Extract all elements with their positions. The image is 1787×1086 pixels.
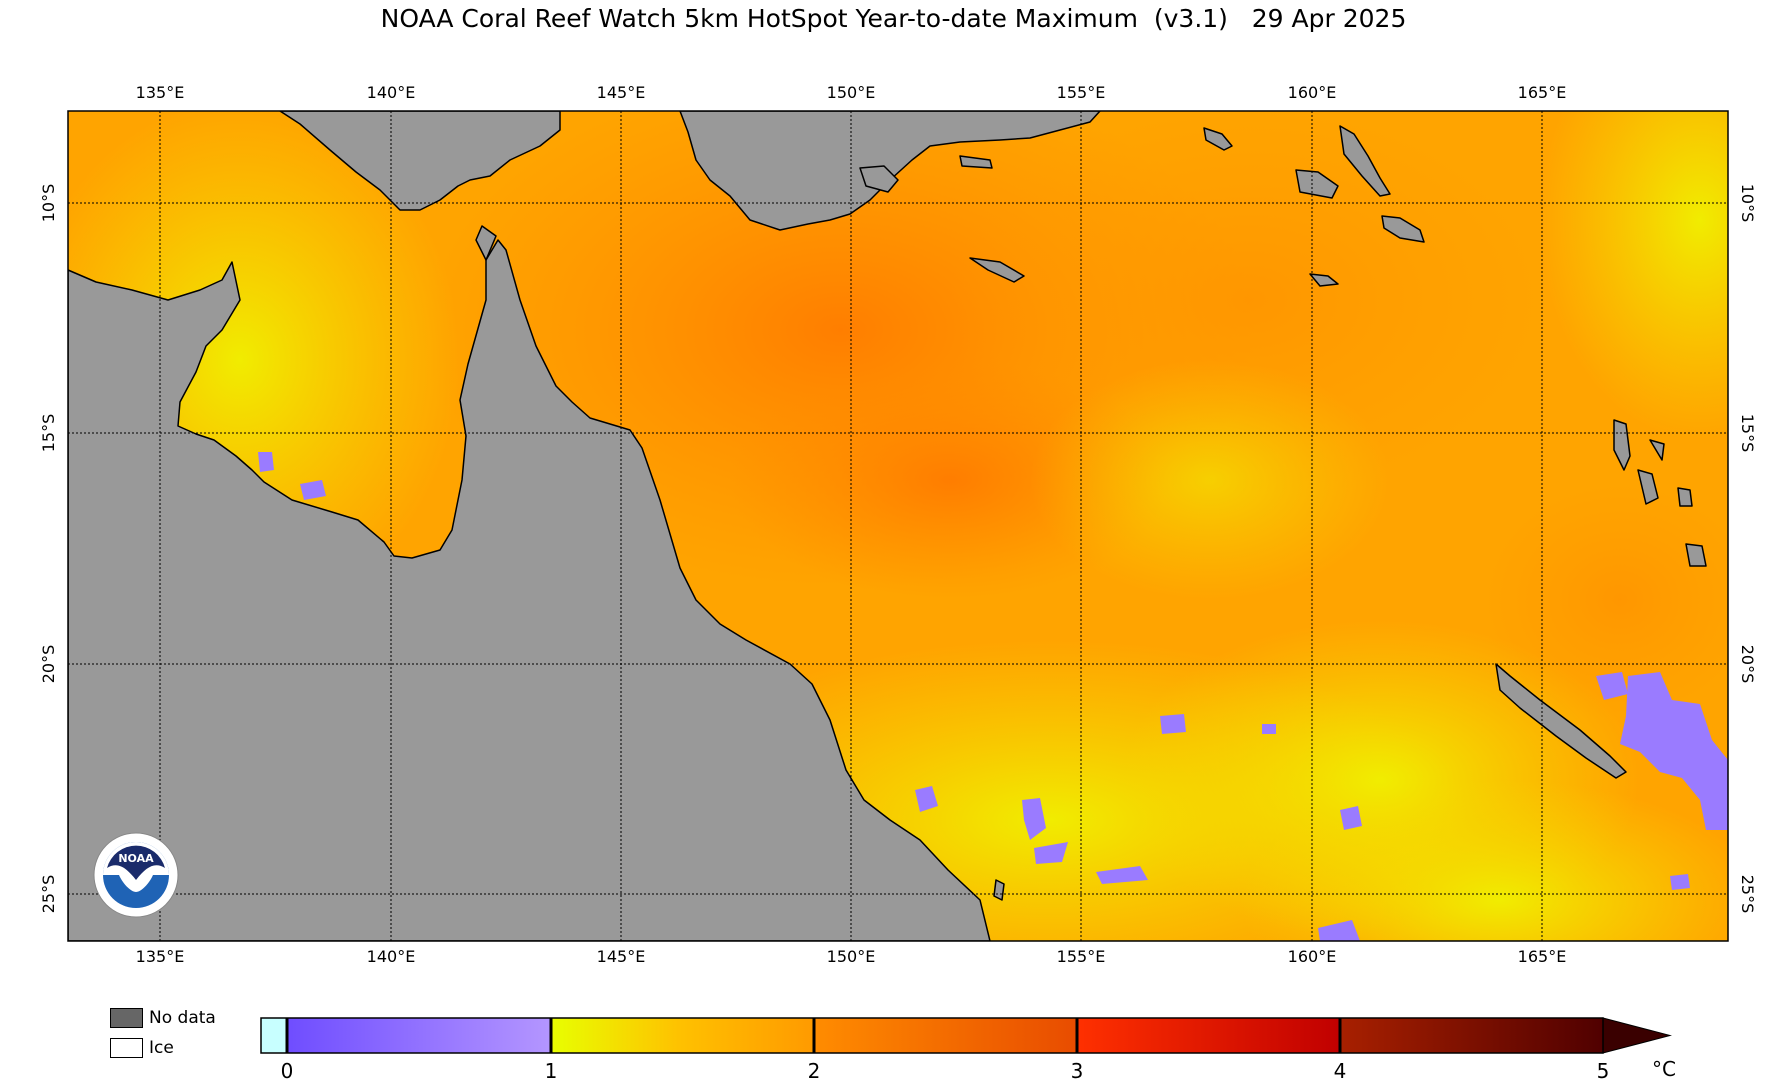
noaa-logo-text: NOAA: [118, 852, 154, 865]
lon-label: 165°E: [1518, 947, 1567, 966]
legend-ice: Ice: [110, 1038, 174, 1058]
legend-no-data-label: No data: [149, 1008, 216, 1028]
legend-ice-label: Ice: [149, 1038, 174, 1058]
lon-label: 145°E: [597, 83, 646, 102]
colorbar-tick-label: 5: [1597, 1059, 1610, 1083]
land: [68, 111, 1707, 941]
colorbar-tick-label: 0: [281, 1059, 294, 1083]
lon-label: 145°E: [597, 947, 646, 966]
lon-label: 165°E: [1518, 83, 1567, 102]
lon-labels-top: 135°E 140°E 145°E 150°E 155°E 160°E 165°…: [136, 83, 1567, 102]
map-frame: [67, 110, 1729, 942]
lat-label: 15°S: [1738, 414, 1757, 453]
lon-label: 140°E: [367, 83, 416, 102]
colorbar-tick-label: 1: [545, 1059, 558, 1083]
lon-label: 160°E: [1288, 83, 1337, 102]
graticule: [68, 111, 1728, 941]
lon-label: 150°E: [827, 83, 876, 102]
lon-labels-bottom: 135°E 140°E 145°E 150°E 155°E 160°E 165°…: [136, 947, 1567, 966]
lat-label: 20°S: [1738, 645, 1757, 684]
lat-labels-left: 10°S 15°S 20°S 25°S: [39, 184, 58, 914]
legend-no-data: No data: [110, 1008, 216, 1028]
noaa-logo: NOAA: [93, 832, 179, 918]
lon-label: 155°E: [1057, 83, 1106, 102]
colorbar: 0 1 2 3 4 5 °C: [260, 1017, 1676, 1083]
lon-label: 140°E: [367, 947, 416, 966]
colorbar-tick-label: 2: [808, 1059, 821, 1083]
lat-label: 15°S: [39, 414, 58, 453]
lat-label: 10°S: [1738, 184, 1757, 223]
colorbar-tick-label: 4: [1334, 1059, 1347, 1083]
lat-label: 25°S: [1738, 875, 1757, 914]
lon-label: 135°E: [136, 83, 185, 102]
lat-labels-right: 10°S 15°S 20°S 25°S: [1738, 184, 1757, 914]
lon-label: 150°E: [827, 947, 876, 966]
map-title: NOAA Coral Reef Watch 5km HotSpot Year-t…: [380, 4, 1407, 33]
lat-label: 25°S: [39, 875, 58, 914]
colorbar-tick-label: 3: [1071, 1059, 1084, 1083]
lon-label: 160°E: [1288, 947, 1337, 966]
lat-label: 20°S: [39, 645, 58, 684]
lat-label: 10°S: [39, 184, 58, 223]
lon-label: 155°E: [1057, 947, 1106, 966]
ice-swatch: [110, 1038, 143, 1058]
lon-label: 135°E: [136, 947, 185, 966]
colorbar-unit: °C: [1652, 1057, 1676, 1081]
no-data-swatch: [110, 1008, 143, 1028]
